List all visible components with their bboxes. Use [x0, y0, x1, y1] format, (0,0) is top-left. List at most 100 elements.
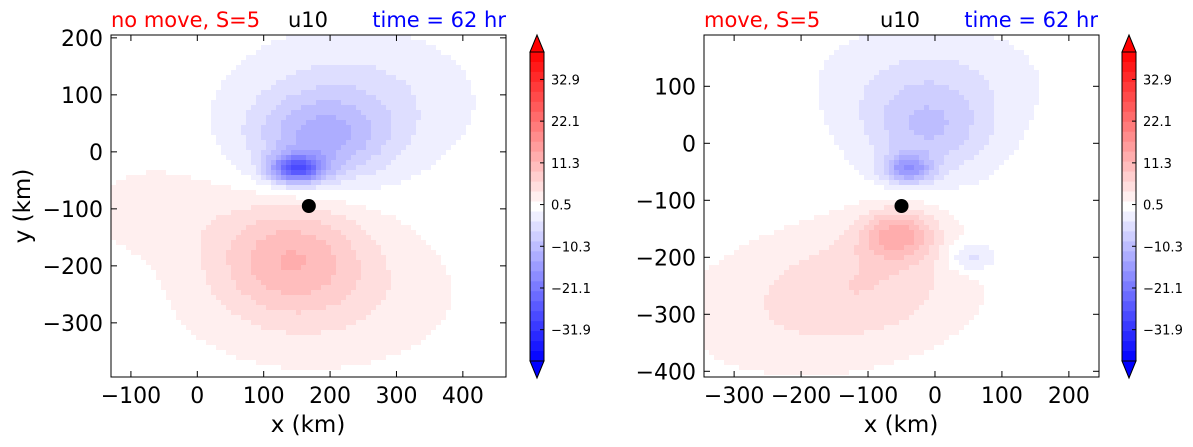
contour-cell [341, 285, 347, 291]
contour-cell [426, 310, 432, 316]
contour-cell [421, 125, 427, 131]
contour-cell [136, 375, 142, 377]
contour-cell [371, 335, 377, 341]
contour-cell [401, 295, 407, 301]
contour-cell [361, 275, 367, 281]
contour-cell [296, 80, 302, 86]
contour-cell [116, 345, 122, 351]
contour-cell [421, 300, 427, 306]
contour-cell [126, 250, 132, 256]
contour-cell [436, 80, 442, 86]
contour-cell [141, 165, 147, 171]
contour-cell [291, 130, 297, 136]
contour-cell [356, 160, 362, 166]
contour-cell [441, 355, 447, 361]
contour-cell [241, 115, 247, 121]
contour-cell [401, 190, 407, 196]
contour-cell [351, 85, 357, 91]
contour-cell [341, 305, 347, 311]
contour-cell [441, 60, 447, 66]
contour-cell [286, 45, 292, 51]
contour-cell [396, 300, 402, 306]
contour-cell [241, 325, 247, 331]
contour-cell [141, 240, 147, 246]
contour-cell [176, 260, 182, 266]
contour-cell [266, 95, 272, 101]
contour-cell [366, 280, 372, 286]
contour-cell [381, 175, 387, 181]
contour-cell [286, 230, 292, 236]
contour-cell [396, 135, 402, 141]
contour-cell [231, 320, 237, 326]
contour-cell [236, 75, 242, 81]
contour-cell [156, 370, 162, 376]
contour-cell [301, 215, 307, 221]
contour-cell [286, 255, 292, 261]
contour-cell [181, 320, 187, 326]
contour-cell [431, 220, 437, 226]
contour-cell [261, 240, 267, 246]
contour-cell [371, 175, 377, 181]
contour-cell [341, 205, 347, 211]
contour-cell [281, 120, 287, 126]
contour-cell [131, 255, 137, 261]
contour-cell [181, 145, 187, 151]
contour-cell [431, 375, 437, 377]
contour-cell [426, 145, 432, 151]
contour-cell [391, 80, 397, 86]
contour-cell [206, 75, 212, 81]
contour-cell [121, 325, 127, 331]
contour-cell [341, 70, 347, 76]
contour-cell [371, 130, 377, 136]
contour-cell [141, 125, 147, 131]
contour-cell [271, 310, 277, 316]
contour-cell [216, 170, 222, 176]
contour-cell [411, 185, 417, 191]
contour-cell [371, 95, 377, 101]
contour-cell [441, 175, 447, 181]
contour-cell [146, 105, 152, 111]
contour-cell [221, 155, 227, 161]
contour-cell [286, 280, 292, 286]
contour-cell [136, 210, 142, 216]
contour-cell [181, 45, 187, 51]
contour-cell [256, 375, 262, 377]
contour-cell [376, 345, 382, 351]
contour-cell [186, 60, 192, 66]
contour-cell [236, 60, 242, 66]
contour-cell [166, 370, 172, 376]
contour-cell [256, 310, 262, 316]
contour-cell [331, 35, 337, 41]
contour-cell [186, 260, 192, 266]
contour-cell [396, 280, 402, 286]
contour-cell [376, 365, 382, 371]
contour-cell [321, 75, 327, 81]
contour-cell [331, 100, 337, 106]
contour-cell [226, 295, 232, 301]
contour-cell [261, 90, 267, 96]
contour-cell [351, 200, 357, 206]
contour-cell [221, 175, 227, 181]
contour-cell [356, 325, 362, 331]
contour-cell [206, 145, 212, 151]
contour-cell [116, 185, 122, 191]
contour-cell [441, 160, 447, 166]
contour-cell [466, 330, 472, 336]
contour-cell [466, 280, 472, 286]
contour-cell [136, 50, 142, 56]
contour-cell [256, 215, 262, 221]
contour-cell [226, 225, 232, 231]
contour-cell [396, 270, 402, 276]
contour-cell [426, 80, 432, 86]
contour-cell [336, 120, 342, 126]
contour-cell [431, 185, 437, 191]
contour-cell [206, 330, 212, 336]
contour-cell [281, 60, 287, 66]
contour-cell [156, 290, 162, 296]
contour-cell [241, 215, 247, 221]
contour-cell [461, 35, 467, 41]
contour-cell [271, 250, 277, 256]
contour-cell [351, 55, 357, 61]
contour-cell [426, 170, 432, 176]
